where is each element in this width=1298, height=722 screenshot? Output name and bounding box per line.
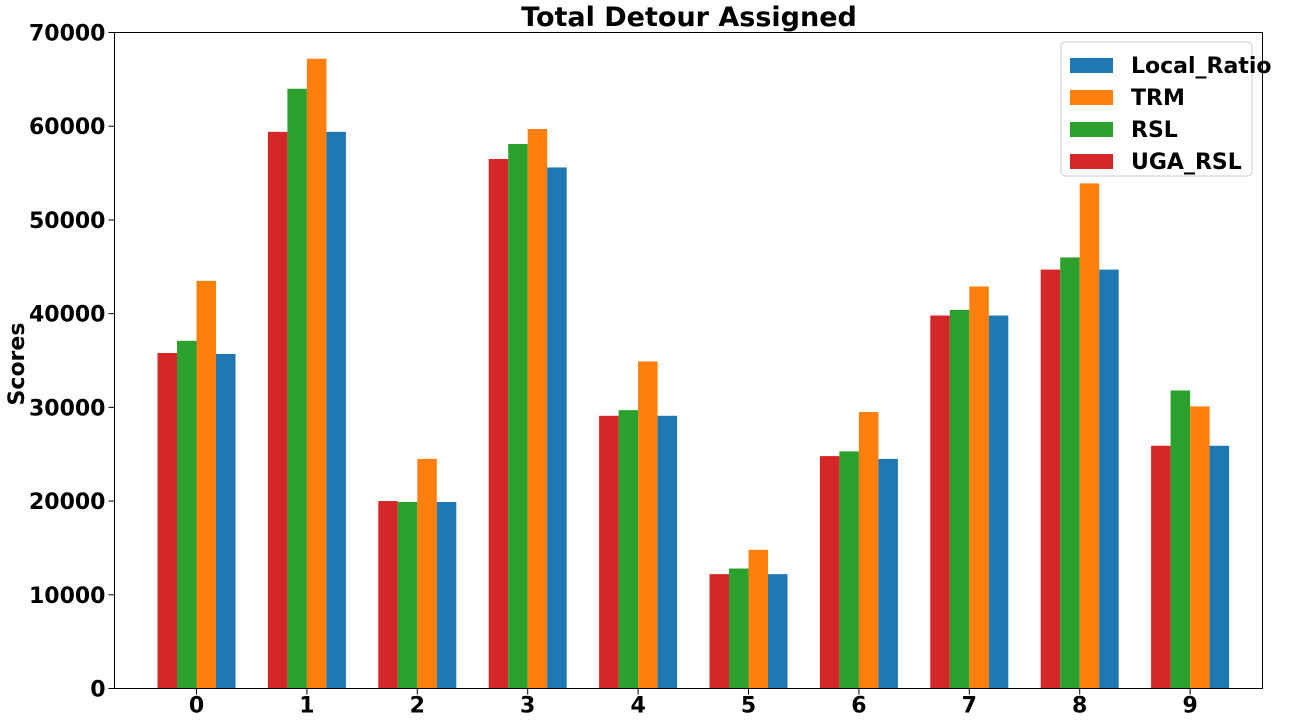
bar-local-ratio-8 — [1099, 269, 1119, 689]
bar-trm-4 — [638, 361, 658, 689]
legend-swatch-local-ratio — [1070, 58, 1113, 73]
x-tick-label: 3 — [520, 694, 535, 719]
y-tick-label: 20000 — [29, 490, 106, 515]
legend-swatch-rsl — [1070, 122, 1113, 137]
bar-uga-rsl-7 — [930, 315, 950, 689]
legend-label-rsl: RSL — [1131, 118, 1178, 143]
bar-trm-7 — [969, 286, 989, 689]
x-tick-label: 8 — [1072, 694, 1087, 719]
bar-local-ratio-7 — [988, 315, 1009, 689]
chart-title: Total Detour Assigned — [521, 2, 857, 33]
bar-uga-rsl-6 — [819, 456, 840, 689]
bar-uga-rsl-0 — [157, 353, 177, 689]
bar-rsl-9 — [1170, 390, 1191, 689]
legend-label-uga-rsl: UGA_RSL — [1131, 150, 1242, 175]
bar-uga-rsl-5 — [709, 574, 729, 689]
bar-uga-rsl-1 — [267, 131, 288, 689]
bar-local-ratio-0 — [216, 353, 236, 689]
legend-box — [1060, 41, 1253, 177]
plot-frame — [114, 32, 1263, 689]
bar-trm-1 — [306, 58, 327, 689]
x-axis: 0 1 2 3 4 5 6 7 8 9 — [189, 688, 1198, 719]
legend-swatch-uga-rsl — [1070, 154, 1113, 169]
bar-trm-5 — [748, 549, 768, 689]
bar-uga-rsl-2 — [378, 501, 398, 689]
bar-rsl-5 — [729, 568, 749, 689]
x-tick-label: 5 — [741, 694, 756, 719]
bar-uga-rsl-9 — [1151, 445, 1171, 689]
bar-rsl-2 — [397, 502, 418, 689]
x-tick-label: 7 — [962, 694, 977, 719]
x-tick-label: 6 — [851, 694, 866, 719]
bar-rsl-4 — [618, 410, 639, 689]
bar-rsl-7 — [949, 309, 970, 689]
x-tick-label: 0 — [189, 694, 204, 719]
y-tick-label: 40000 — [29, 303, 106, 328]
legend: Local_Ratio TRM RSL UGA_RSL — [1060, 41, 1272, 177]
bar-trm-3 — [527, 129, 548, 689]
y-axis: 0 10000 20000 30000 40000 50000 60000 70000 — [29, 22, 115, 703]
bar-rsl-0 — [177, 340, 197, 689]
bar-local-ratio-9 — [1209, 445, 1230, 689]
bar-trm-6 — [858, 412, 879, 689]
bar-uga-rsl-4 — [599, 415, 619, 689]
bar-trm-9 — [1190, 406, 1210, 689]
legend-label-local-ratio: Local_Ratio — [1131, 54, 1272, 79]
bar-rsl-3 — [508, 144, 528, 689]
bar-local-ratio-4 — [657, 415, 678, 689]
y-tick-label: 70000 — [29, 22, 106, 47]
x-tick-label: 1 — [299, 694, 314, 719]
legend-label-trm: TRM — [1131, 86, 1185, 111]
y-tick-label: 50000 — [29, 209, 106, 234]
bar-local-ratio-2 — [436, 502, 457, 689]
y-tick-label: 0 — [90, 678, 105, 703]
y-axis-label: Scores — [5, 323, 30, 406]
bar-local-ratio-1 — [326, 131, 346, 689]
x-tick-label: 4 — [630, 694, 645, 719]
legend-swatch-trm — [1070, 90, 1113, 105]
bar-trm-0 — [196, 280, 216, 689]
bar-rsl-1 — [287, 88, 307, 689]
bar-trm-8 — [1079, 183, 1100, 689]
y-tick-label: 30000 — [29, 396, 106, 421]
bars-group — [157, 58, 1230, 689]
bar-rsl-8 — [1060, 257, 1080, 689]
bar-uga-rsl-3 — [488, 159, 509, 689]
bar-local-ratio-5 — [768, 574, 788, 689]
bar-trm-2 — [417, 458, 437, 689]
bar-local-ratio-3 — [547, 167, 567, 689]
y-tick-label: 10000 — [29, 584, 106, 609]
x-tick-label: 2 — [410, 694, 425, 719]
bar-rsl-6 — [839, 451, 859, 689]
bar-uga-rsl-8 — [1040, 269, 1061, 689]
bar-local-ratio-6 — [878, 458, 898, 689]
x-tick-label: 9 — [1182, 694, 1197, 719]
y-tick-label: 60000 — [29, 115, 106, 140]
